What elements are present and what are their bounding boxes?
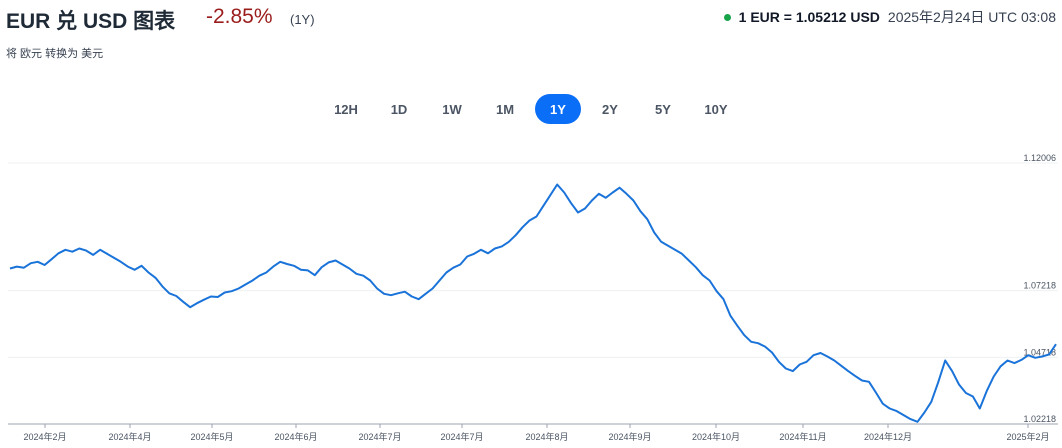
x-tick-label: 2024年2月	[23, 431, 66, 442]
x-tick-label: 2024年12月	[864, 431, 912, 442]
rate-timestamp: 2025年2月24日 UTC 03:08	[887, 9, 1056, 25]
x-tick-label: 2024年9月	[608, 431, 651, 442]
y-tick-label: 1.12006	[1023, 153, 1056, 163]
x-tick-label: 2024年7月	[440, 431, 483, 442]
period-tab-1d[interactable]: 1D	[373, 94, 425, 124]
period-tab-1w[interactable]: 1W	[426, 94, 478, 124]
current-rate-block: 1 EUR = 1.05212 USD 2025年2月24日 UTC 03:08	[723, 7, 1056, 27]
y-tick-label: 1.04718	[1023, 347, 1056, 357]
page-title: EUR 兑 USD 图表	[6, 10, 176, 33]
current-rate: 1 EUR = 1.05212 USD	[738, 9, 880, 25]
x-tick-label: 2024年8月	[525, 431, 568, 442]
change-percent: -2.85%	[206, 5, 273, 28]
x-tick-label: 2024年6月	[274, 431, 317, 442]
y-tick-label: 1.02218	[1023, 414, 1056, 424]
period-selector: 12H 1D 1W 1M 1Y 2Y 5Y 10Y	[320, 94, 743, 124]
x-tick-label: 2024年10月	[692, 431, 740, 442]
x-tick-label: 2025年2月	[1006, 431, 1049, 442]
period-tab-1m[interactable]: 1M	[479, 94, 531, 124]
x-tick-label: 2024年4月	[108, 431, 151, 442]
change-period: (1Y)	[290, 12, 315, 27]
y-tick-label: 1.07218	[1023, 281, 1056, 291]
x-tick-label: 2024年7月	[358, 431, 401, 442]
live-dot-icon	[723, 13, 731, 21]
period-tab-10y[interactable]: 10Y	[690, 94, 742, 124]
period-tab-2y[interactable]: 2Y	[584, 94, 636, 124]
rate-series-line	[9, 183, 1057, 423]
x-tick-label: 2024年5月	[190, 431, 233, 442]
period-tab-5y[interactable]: 5Y	[637, 94, 689, 124]
period-tab-1y[interactable]: 1Y	[535, 94, 581, 124]
subtitle: 将 欧元 转换为 美元	[6, 48, 104, 60]
x-tick-label: 2024年11月	[779, 431, 826, 442]
period-tab-12h[interactable]: 12H	[320, 94, 372, 124]
